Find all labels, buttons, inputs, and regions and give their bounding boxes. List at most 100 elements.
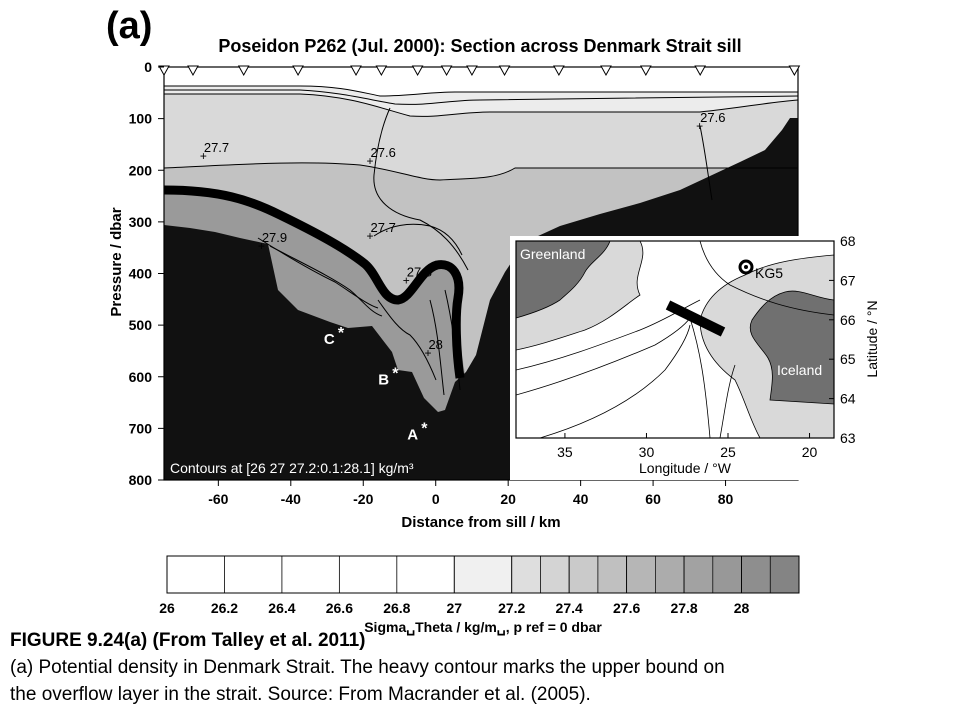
map-x-tick-label: 30: [639, 444, 655, 460]
colorbar-tick-label: 26: [159, 600, 175, 616]
contour-27-6b: [373, 107, 469, 271]
colorbar-cell: [712, 555, 742, 594]
colorbar: 26 26.2 26.4 26.6 26.8 27 27.2 27.4 27.6 27.8 28 S…: [159, 555, 800, 636]
station-triangle: [639, 65, 652, 77]
colorbar-cell: [683, 555, 714, 594]
station-triangle: [237, 65, 250, 77]
y-tick-label: 400: [129, 266, 153, 282]
y-tick-label: 500: [129, 317, 153, 333]
x-tick-label: -60: [208, 491, 228, 507]
station-triangle: [350, 65, 362, 77]
map-label-iceland: Iceland: [777, 362, 822, 378]
station-triangle: [440, 65, 453, 77]
contour-27-2: [164, 85, 798, 97]
y-tick-label: 800: [129, 472, 153, 488]
contour-label-cross: +: [367, 154, 374, 168]
y-tick-label: 0: [144, 59, 152, 75]
map-x-tick-label: 20: [802, 444, 818, 460]
colorbar-cells: [166, 555, 800, 594]
colorbar-cell: [626, 555, 656, 594]
station-triangle: [375, 65, 388, 77]
station-triangle: [600, 65, 612, 77]
map-contour-5: [719, 364, 736, 438]
station-marker-label: C: [324, 331, 335, 348]
contour-label: 27.8: [407, 265, 432, 280]
contour-label: 27.6: [371, 145, 396, 160]
colorbar-cell: [166, 555, 455, 594]
x-axis: -60 -40 -20 0 20 40 60 80: [208, 480, 734, 507]
station-marker-star: *: [338, 325, 345, 342]
station-marker-star: *: [392, 365, 399, 382]
y-tick-label: 100: [129, 111, 153, 127]
chart-title: Poseidon P262 (Jul. 2000): Section acros…: [218, 36, 741, 56]
contour-label: 27.7: [371, 220, 396, 235]
map-x-tick-label: 35: [557, 444, 573, 460]
caption-title: FIGURE 9.24(a) (From Talley et al. 2011): [10, 630, 366, 651]
y-tick-label: 700: [129, 420, 153, 436]
map-y-tick-label: 68: [840, 233, 856, 249]
colorbar-label: Sigma␣Theta / kg/m␣, p ref = 0 dbar: [364, 619, 602, 636]
colorbar-tick-label: 27.4: [556, 600, 583, 616]
map-y-tick-label: 65: [840, 351, 856, 367]
colorbar-tick-label: 26.2: [211, 600, 238, 616]
contour-label-cross: +: [258, 239, 265, 253]
map-inset: Greenland KG5 Iceland 35 30 25 20 686766656…: [510, 233, 880, 480]
contour-label: 27.9: [262, 230, 287, 245]
colorbar-tick-label: 27.8: [670, 600, 697, 616]
map-x-axis: 35 30 25 20: [557, 433, 818, 460]
map-contour-2: [516, 317, 711, 438]
contour-28: [377, 299, 437, 381]
colorbar-cell: [769, 555, 800, 594]
contour-label: 27.6: [700, 110, 725, 125]
x-tick-label: 60: [645, 491, 661, 507]
y-axis-label: Pressure / dbar: [108, 207, 125, 316]
contour-label-cross: +: [200, 149, 207, 163]
map-contour-4: [699, 241, 834, 316]
panel-label: (a): [106, 5, 152, 47]
contour-27-7b: [373, 223, 463, 256]
station-triangle: [187, 65, 199, 77]
colorbar-cell: [540, 555, 570, 594]
map-label-greenland: Greenland: [520, 246, 585, 262]
y-axis: 0 100 200 300 400 500 600 700 800: [129, 59, 164, 488]
station-triangle: [694, 65, 707, 77]
station-triangle: [292, 65, 304, 77]
kg5-mooring-dot: [744, 265, 748, 269]
station-marker-label: A: [407, 427, 418, 444]
iceland-land: [749, 290, 834, 405]
contour-label-cross: +: [424, 346, 431, 360]
map-y-tick-label: 64: [840, 391, 856, 407]
contour-labels: 27.6+27.7+ 27.6+27.7+27.9+27.8+28+: [200, 110, 726, 360]
map-contour-3: [539, 324, 691, 438]
colorbar-cell: [511, 555, 541, 594]
map-y-axis: 68 67 66 65 64 63: [829, 233, 856, 446]
contour-27-7: [164, 162, 798, 181]
colorbar-cell: [597, 555, 627, 594]
x-tick-label: 80: [718, 491, 734, 507]
contour-label-cross: +: [403, 274, 410, 288]
map-y-tick-label: 63: [840, 430, 856, 446]
x-axis-label: Distance from sill / km: [401, 514, 560, 531]
map-x-tick-label: 25: [720, 444, 736, 460]
contour-27-6: [164, 93, 798, 117]
contour-27-4: [164, 89, 798, 105]
caption-line-1: (a) Potential density in Denmark Strait.…: [10, 657, 725, 678]
map-y-tick-label: 67: [840, 272, 856, 288]
x-tick-label: 0: [432, 491, 440, 507]
station-triangle: [788, 65, 801, 77]
contour-27-9b: [269, 245, 383, 317]
x-tick-label: -40: [281, 491, 301, 507]
colorbar-tick-label: 26.8: [383, 600, 410, 616]
station-triangle: [553, 65, 565, 77]
y-tick-label: 600: [129, 369, 153, 385]
station-markers: C *B *A *: [324, 325, 428, 444]
map-label-kg5: KG5: [755, 265, 783, 281]
station-marker-star: *: [421, 421, 428, 438]
overflow-boundary-contour: [164, 185, 465, 379]
caption-line-2: the overflow layer in the strait. Source…: [10, 684, 591, 705]
contour-label-cross: +: [367, 229, 374, 243]
contour-annotation: Contours at [26 27 27.2:0.1:28.1] kg/m³: [170, 460, 414, 476]
map-frame: [515, 240, 835, 439]
contour-label-cross: +: [696, 119, 703, 133]
colorbar-tick-label: 27.6: [613, 600, 640, 616]
